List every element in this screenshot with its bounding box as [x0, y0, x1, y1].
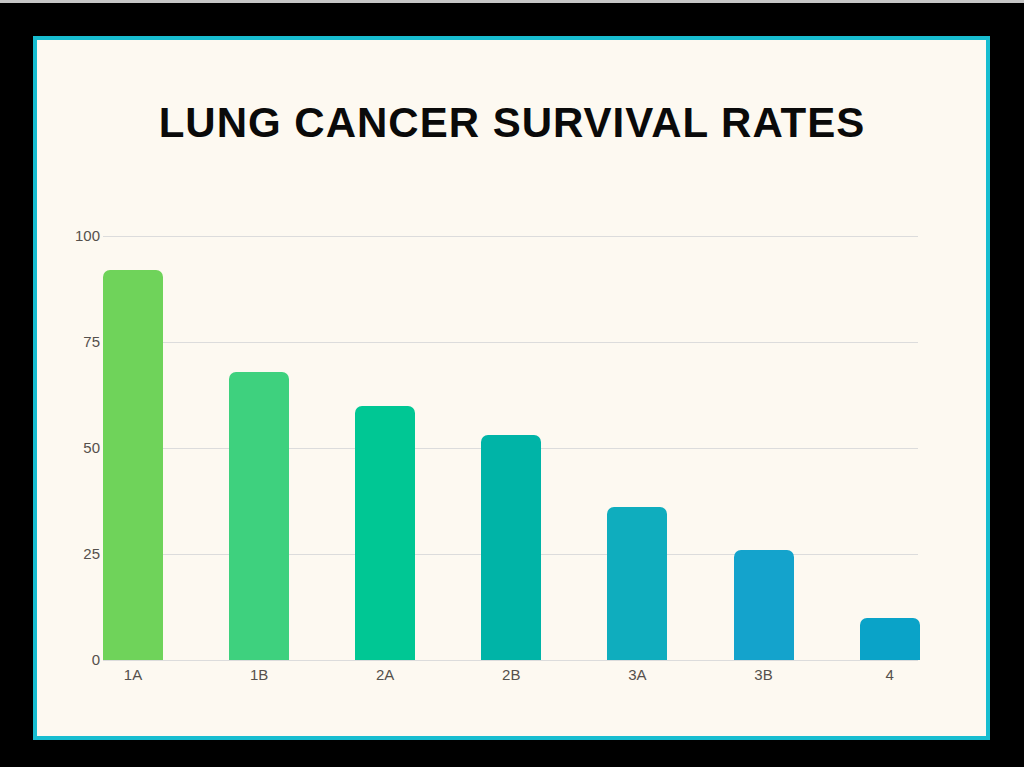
- x-axis-category-label: 3A: [597, 666, 677, 684]
- bar-chart: 0 25 50 75 100 1A 1B 2A 2B 3A 3B 4: [0, 0, 1024, 767]
- gridline-y-75: [103, 342, 918, 343]
- y-axis-tick-label: 25: [0, 545, 100, 563]
- x-axis-category-label: 1A: [93, 666, 173, 684]
- bar-stage-4: [860, 618, 920, 660]
- y-axis-tick-label: 0: [0, 651, 100, 669]
- y-axis-tick-label: 75: [0, 333, 100, 351]
- y-axis-tick-label: 50: [0, 439, 100, 457]
- bar-stage-3A: [607, 507, 667, 660]
- x-axis-category-label: 4: [850, 666, 930, 684]
- bar-stage-1A: [103, 270, 163, 660]
- x-axis-category-label: 2A: [345, 666, 425, 684]
- bar-stage-1B: [229, 372, 289, 660]
- bar-stage-2A: [355, 406, 415, 660]
- infographic-frame: { "page": { "title": "LUNG CANCER SURVIV…: [0, 0, 1024, 767]
- gridline-y-100: [103, 236, 918, 237]
- y-axis-tick-label: 100: [0, 227, 100, 245]
- x-axis-category-label: 2B: [471, 666, 551, 684]
- x-axis-category-label: 1B: [219, 666, 299, 684]
- bar-stage-2B: [481, 435, 541, 660]
- x-axis-category-label: 3B: [724, 666, 804, 684]
- bar-stage-3B: [734, 550, 794, 660]
